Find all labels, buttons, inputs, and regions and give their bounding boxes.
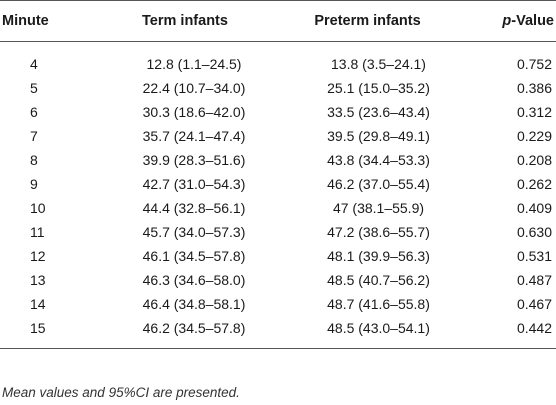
cell-term: 22.4 (10.7–34.0) xyxy=(142,80,246,96)
cell-preterm: 48.1 (39.9–56.3) xyxy=(327,248,430,264)
cell-preterm: 47.2 (38.6–55.7) xyxy=(327,224,430,240)
cell-p-value: 0.262 xyxy=(516,176,552,192)
cell-p-value: 0.442 xyxy=(455,316,556,349)
cell-minute: 9 xyxy=(30,176,38,192)
cell-p-value: 0.487 xyxy=(516,272,552,288)
cell-p-value: 0.630 xyxy=(516,224,552,240)
table-row: 15 46.2 (34.5–57.8) 48.5 (43.0–54.1) 0.4… xyxy=(0,316,556,349)
table-row: 9 42.7 (31.0–54.3) 46.2 (37.0–55.4) 0.26… xyxy=(0,172,556,196)
cell-minute: 10 xyxy=(30,200,46,216)
cell-term: 44.4 (32.8–56.1) xyxy=(142,200,246,216)
cell-preterm: 39.5 (29.8–49.1) xyxy=(327,128,430,144)
table-row: 4 12.8 (1.1–24.5) 13.8 (3.5–24.1) 0.752 xyxy=(0,42,556,77)
cell-minute: 7 xyxy=(30,128,38,144)
cell-term: 46.4 (34.8–58.1) xyxy=(142,296,246,312)
cell-minute: 5 xyxy=(30,80,38,96)
cell-p-value: 0.386 xyxy=(516,80,552,96)
table-row: 7 35.7 (24.1–47.4) 39.5 (29.8–49.1) 0.22… xyxy=(0,124,556,148)
cell-p-value: 0.208 xyxy=(516,152,552,168)
header-minute: Minute xyxy=(0,0,90,42)
header-p-value: p-Value xyxy=(455,0,556,42)
cell-term: 12.8 (1.1–24.5) xyxy=(146,56,242,72)
cell-preterm: 48.5 (40.7–56.2) xyxy=(327,272,430,288)
cell-p-value: 0.229 xyxy=(516,128,552,144)
cell-term: 45.7 (34.0–57.3) xyxy=(142,224,246,240)
cell-p-value: 0.752 xyxy=(516,56,552,72)
cell-minute: 14 xyxy=(30,296,46,312)
cell-preterm: 13.8 (3.5–24.1) xyxy=(331,56,426,72)
cell-term: 30.3 (18.6–42.0) xyxy=(142,104,246,120)
table-row: 11 45.7 (34.0–57.3) 47.2 (38.6–55.7) 0.6… xyxy=(0,220,556,244)
table-row: 8 39.9 (28.3–51.6) 43.8 (34.4–53.3) 0.20… xyxy=(0,148,556,172)
cell-term: 42.7 (31.0–54.3) xyxy=(142,176,246,192)
header-p-italic: p xyxy=(502,13,512,29)
table-row: 10 44.4 (32.8–56.1) 47 (38.1–55.9) 0.409 xyxy=(0,196,556,220)
cell-minute: 4 xyxy=(30,56,38,72)
table-footnote: Mean values and 95%CI are presented. xyxy=(2,385,240,400)
cell-p-value: 0.409 xyxy=(516,200,552,216)
table-header: Minute Term infants Preterm infants p-Va… xyxy=(0,0,556,42)
table-row: 12 46.1 (34.5–57.8) 48.1 (39.9–56.3) 0.5… xyxy=(0,244,556,268)
cell-preterm: 33.5 (23.6–43.4) xyxy=(327,104,430,120)
header-p-rest: -Value xyxy=(511,13,554,29)
table-row: 14 46.4 (34.8–58.1) 48.7 (41.6–55.8) 0.4… xyxy=(0,292,556,316)
cell-p-value: 0.531 xyxy=(516,248,552,264)
header-term-infants: Term infants xyxy=(90,0,280,42)
cell-term: 35.7 (24.1–47.4) xyxy=(142,128,246,144)
data-table-container: Minute Term infants Preterm infants p-Va… xyxy=(0,0,556,349)
cell-minute: 15 xyxy=(0,316,90,349)
table-row: 5 22.4 (10.7–34.0) 25.1 (15.0–35.2) 0.38… xyxy=(0,76,556,100)
cell-term: 46.3 (34.6–58.0) xyxy=(142,272,246,288)
table-row: 6 30.3 (18.6–42.0) 33.5 (23.6–43.4) 0.31… xyxy=(0,100,556,124)
cell-term: 46.2 (34.5–57.8) xyxy=(90,316,280,349)
data-table: Minute Term infants Preterm infants p-Va… xyxy=(0,0,556,349)
cell-minute: 11 xyxy=(30,224,45,240)
header-row: Minute Term infants Preterm infants p-Va… xyxy=(0,0,556,42)
cell-term: 46.1 (34.5–57.8) xyxy=(142,248,246,264)
cell-preterm: 25.1 (15.0–35.2) xyxy=(327,80,430,96)
cell-minute: 12 xyxy=(30,248,46,264)
table-row: 13 46.3 (34.6–58.0) 48.5 (40.7–56.2) 0.4… xyxy=(0,268,556,292)
cell-preterm: 48.7 (41.6–55.8) xyxy=(327,296,430,312)
cell-minute: 6 xyxy=(30,104,38,120)
cell-p-value: 0.312 xyxy=(516,104,552,120)
cell-minute: 13 xyxy=(30,272,46,288)
cell-p-value: 0.467 xyxy=(516,296,552,312)
cell-preterm: 46.2 (37.0–55.4) xyxy=(327,176,430,192)
cell-preterm: 43.8 (34.4–53.3) xyxy=(327,152,430,168)
cell-term: 39.9 (28.3–51.6) xyxy=(142,152,246,168)
header-preterm-infants: Preterm infants xyxy=(280,0,455,42)
cell-preterm: 47 (38.1–55.9) xyxy=(332,200,425,216)
table-body: 4 12.8 (1.1–24.5) 13.8 (3.5–24.1) 0.752 … xyxy=(0,42,556,349)
cell-preterm: 48.5 (43.0–54.1) xyxy=(280,316,455,349)
cell-minute: 8 xyxy=(30,152,38,168)
